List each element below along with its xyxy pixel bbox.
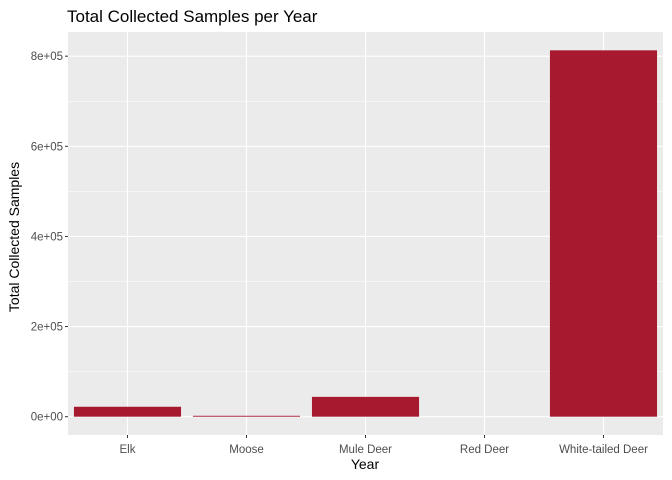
x-axis-title: Year (351, 456, 380, 472)
y-axis-title: Total Collected Samples (6, 162, 22, 312)
y-tick-label: 0e+00 (31, 412, 63, 424)
x-tick-label: Red Deer (460, 444, 509, 456)
y-tick-label: 4e+05 (31, 231, 63, 243)
bars (73, 50, 658, 417)
bar-mule-deer (311, 396, 420, 417)
x-tick-label: Moose (229, 444, 264, 456)
x-axis-ticks: Elk Moose Mule Deer Red Deer White-tailed De… (120, 435, 648, 456)
bar-elk (73, 406, 182, 417)
x-tick-label: White-tailed Deer (559, 444, 648, 456)
x-tick-label: Mule Deer (339, 444, 392, 456)
y-axis-ticks: 0e+00 2e+05 4e+05 6e+05 8e+05 (31, 51, 68, 424)
bar-white-tailed-deer (549, 50, 658, 417)
y-tick-label: 6e+05 (31, 141, 63, 153)
x-tick-label: Elk (120, 444, 136, 456)
y-tick-label: 8e+05 (31, 51, 63, 63)
chart-title: Total Collected Samples per Year (67, 7, 318, 26)
bar-moose (192, 415, 301, 417)
y-tick-label: 2e+05 (31, 322, 63, 334)
